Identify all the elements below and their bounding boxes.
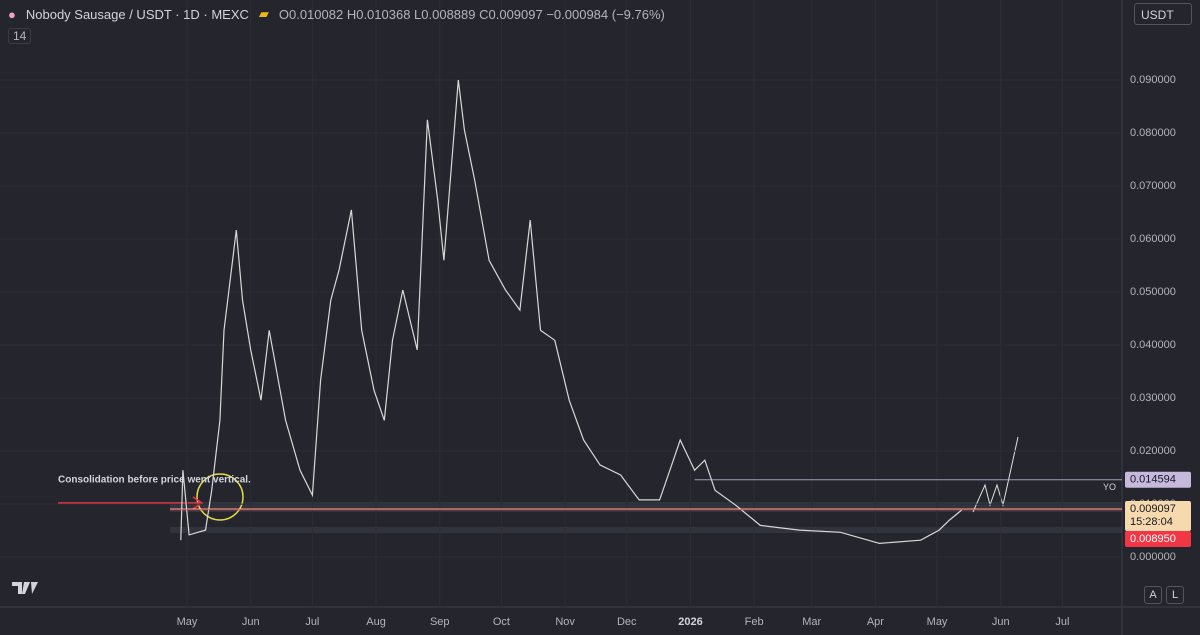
x-tick-label: Mar	[802, 616, 821, 628]
y-tick-label: 0.050000	[1130, 286, 1176, 298]
y-tick-label: 0.060000	[1130, 233, 1176, 245]
zone	[170, 527, 1122, 533]
ohlc: O0.010082 H0.010368 L0.008889 C0.009097 …	[278, 6, 665, 22]
x-tick-label: Nov	[555, 616, 575, 628]
currency-select[interactable]: USDT	[1134, 3, 1192, 25]
x-tick-label: Oct	[493, 616, 510, 628]
zone	[170, 502, 1122, 512]
y-tick-label: 0.040000	[1130, 339, 1176, 351]
x-tick-label: Dec	[617, 616, 637, 628]
price-tag-bg	[1125, 530, 1191, 547]
price-tag: 0.009097	[1130, 503, 1176, 515]
x-tick-label: Sep	[430, 616, 450, 628]
y-tick-label: 0.070000	[1130, 180, 1176, 192]
x-tick-label: Apr	[867, 616, 884, 628]
header: ● Nobody Sausage / USDT · 1D · MEXC ▰ O0.01…	[8, 6, 665, 22]
icon: ●	[8, 6, 16, 22]
price-tag: 0.014594	[1130, 474, 1176, 486]
y-tick-label: 0.080000	[1130, 127, 1176, 139]
x-tick-label: 2026	[678, 616, 702, 628]
x-tick-label: Jul	[1055, 616, 1069, 628]
price-line	[180, 79, 963, 545]
projection	[972, 436, 1019, 513]
x-tick-label: May	[177, 616, 198, 628]
price-tag-bg	[1125, 500, 1191, 531]
x-tick-label: Jun	[242, 616, 260, 628]
flag: ▰	[258, 6, 269, 21]
countdown: 15:28:04	[1130, 516, 1173, 528]
x-tick-label: Jul	[305, 616, 319, 628]
logo	[12, 582, 38, 594]
highlight-circle	[196, 473, 244, 521]
symbol: Nobody Sausage / USDT · 1D · MEXC	[25, 6, 249, 22]
arrow-head	[192, 496, 204, 510]
price-tag: 0.008950	[1130, 533, 1176, 545]
level-tag: YO	[1103, 482, 1116, 492]
log-button[interactable]: L	[1166, 586, 1184, 604]
auto-button[interactable]: A	[1144, 586, 1162, 604]
x-tick-label: Aug	[366, 616, 386, 628]
y-tick-label: 0.090000	[1130, 74, 1176, 86]
annotation: Consolidation before price went vertical…	[58, 475, 251, 486]
y-tick-label: 0.000000	[1130, 551, 1176, 563]
price-tag-bg	[1125, 471, 1191, 488]
y-tick-label: 0.030000	[1130, 392, 1176, 404]
y-tick-label: 0.020000	[1130, 445, 1176, 457]
x-tick-label: May	[927, 616, 948, 628]
x-tick-label: Feb	[745, 616, 764, 628]
x-tick-label: Jun	[992, 616, 1010, 628]
indicator[interactable]: 14	[8, 28, 32, 44]
